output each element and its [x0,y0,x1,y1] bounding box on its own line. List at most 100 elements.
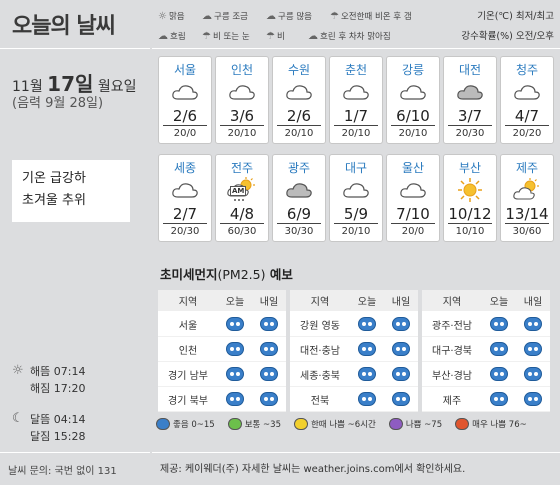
city-rain: 20/10 [284,128,314,139]
city-rain: 20/10 [341,128,371,139]
note-line-1: 기온 급강하 [22,171,86,186]
city-temp: 5/9 [343,205,369,223]
good-face-icon [260,392,278,406]
city-card: 대구 5/9 20/10 [329,154,383,242]
inquiry-text: 날씨 문의: 국번 없이 131 [8,466,117,477]
city-temp: 3/7 [457,107,483,125]
city-name: 춘천 [344,63,368,77]
table-row: 경기 북부 [158,387,286,412]
good-face-icon [524,317,542,331]
city-name: 전주 [230,161,254,175]
dust-legend-item: 한때 나쁨 ~6시간 [293,418,376,430]
city-temp: 13/14 [505,205,549,223]
good-face-icon [524,367,542,381]
dust-legend-item: 나쁨 ~75 [388,418,442,430]
city-name: 수원 [287,63,311,77]
city-name: 세종 [173,161,197,175]
am-label: AM [230,186,247,196]
city-card: 강릉 6/10 20/10 [386,56,440,144]
unit-labels: 기온(℃) 최저/최고 강수확률(%) 오전/오후 [448,10,554,50]
city-card: 전주 AM 4/8 60/30 [215,154,269,242]
city-rain: 30/30 [284,226,314,237]
left-panel: 오늘의 날씨 11월 17일 월요일 (음력 9월 28일) 기온 급강하 초겨… [0,0,150,485]
temp-unit: 기온(℃) 최저/최고 [477,11,554,22]
divider [334,223,378,224]
moon-icon: ☾ [12,411,24,426]
region-name: 경기 북부 [168,395,208,407]
divider [220,125,264,126]
city-card: 서울 2/6 20/0 [158,56,212,144]
city-rain: 20/30 [455,128,485,139]
good-face-icon [524,392,542,406]
weather-note: 기온 급강하 초겨울 추위 [12,160,130,222]
city-name: 인천 [230,63,254,77]
good-face-icon [358,342,376,356]
cloud-icon [159,175,211,205]
good-face-icon [226,342,244,356]
clearing-icon: ☁ [308,30,318,42]
am-rain-icon: AM [216,175,268,205]
dust-table: 지역 오늘 내일 강원 영동 대전·충남 세종·충북 전북 [290,290,418,412]
grade-face-icon [293,418,308,430]
divider [448,223,492,224]
page-title: 오늘의 날씨 [12,14,116,39]
good-face-icon [490,367,508,381]
good-face-icon [490,392,508,406]
lunar-date: (음력 9월 28일) [12,96,104,111]
city-rain: 10/10 [455,226,485,237]
good-face-icon [226,367,244,381]
date-month: 11월 [12,79,43,95]
city-temp: 3/6 [229,107,255,125]
good-face-icon [260,367,278,381]
divider [163,223,207,224]
good-face-icon [392,342,410,356]
good-face-icon [260,342,278,356]
good-face-icon [358,367,376,381]
city-temp: 2/6 [172,107,198,125]
dust-legend-item: 매우 나쁨 76~ [455,418,527,430]
city-temp: 7/10 [396,205,430,223]
moon-times: ☾ 달뜸 04:14 달짐 15:28 [12,411,86,443]
cloud-icon [501,77,553,107]
city-name: 제주 [515,161,539,175]
city-card: 대전 3/7 20/30 [443,56,497,144]
good-face-icon [358,317,376,331]
city-temp: 10/12 [448,205,492,223]
table-row: 부산·경남 [422,362,550,387]
cloud-icon [387,175,439,205]
city-temp: 6/10 [396,107,430,125]
sunny-icon: ☼ [158,10,167,22]
divider [152,48,560,49]
region-name: 부산·경남 [432,370,472,382]
good-face-icon [490,342,508,356]
sun-icon: ☼ [12,363,24,378]
city-temp: 4/8 [229,205,255,223]
dust-table-header: 지역 오늘 내일 [422,290,550,312]
divider [334,125,378,126]
dust-table: 지역 오늘 내일 서울 인천 경기 남부 경기 북부 [158,290,286,412]
table-row: 강원 영동 [290,312,418,337]
divider [152,452,560,453]
city-card: 수원 2/6 20/10 [272,56,326,144]
dust-legend-item: 좋음 0~15 [156,418,215,430]
grade-face-icon [455,418,470,430]
city-temp: 2/6 [286,107,312,125]
sun-icon [444,175,496,205]
city-name: 부산 [458,161,482,175]
city-card: 인천 3/6 20/10 [215,56,269,144]
rain-or-snow-icon: ☂ [202,30,211,42]
city-card: 세종 2/7 20/30 [158,154,212,242]
good-face-icon [524,342,542,356]
rain-icon: ☂ [266,30,275,42]
region-name: 서울 [178,320,198,332]
table-row: 대구·경북 [422,337,550,362]
region-name: 전북 [310,395,330,407]
city-card: 춘천 1/7 20/10 [329,56,383,144]
table-row: 전북 [290,387,418,412]
table-row: 대전·충남 [290,337,418,362]
divider [277,125,321,126]
dust-legend: 좋음 0~15 보통 ~35 한때 나쁨 ~6시간 나쁨 ~75 매우 나쁨 76~ [156,418,556,430]
city-rain: 30/60 [512,226,542,237]
mostly-cloudy-icon: ☁ [266,10,276,22]
dust-table-header: 지역 오늘 내일 [290,290,418,312]
